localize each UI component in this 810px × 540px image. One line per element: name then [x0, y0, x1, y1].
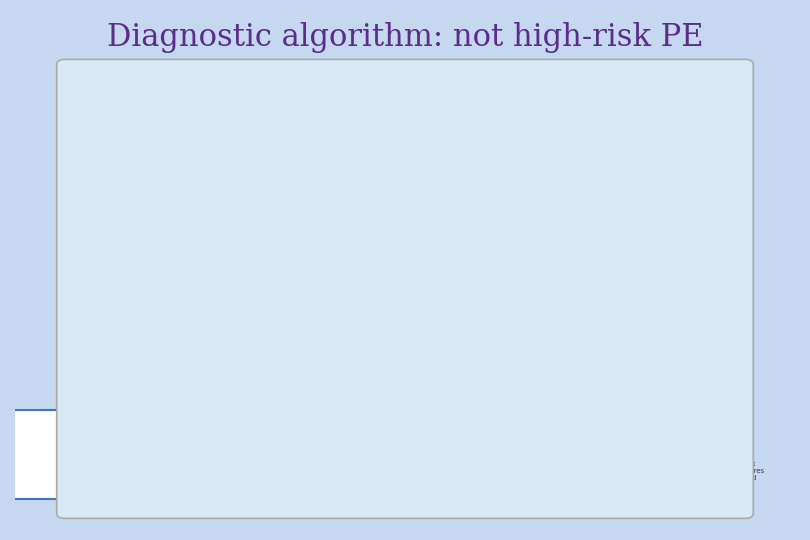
Text: Low/intermediate clinical probability
or PE unlikely: Low/intermediate clinical probability or… [110, 196, 263, 215]
Text: negative: negative [75, 297, 112, 306]
Text: CT angiography: CT angiography [151, 331, 223, 340]
Text: no PE: no PE [452, 381, 475, 390]
Text: CT angiography: CT angiography [509, 331, 581, 340]
FancyBboxPatch shape [0, 410, 212, 499]
Text: PE confirmedᶜ: PE confirmedᶜ [590, 381, 649, 390]
Text: No treatmentᵇ
or investigate furtherᵈ: No treatmentᵇ or investigate furtherᵈ [402, 448, 526, 470]
Text: D-dimer: D-dimer [168, 240, 205, 249]
FancyBboxPatch shape [124, 61, 561, 141]
FancyBboxPatch shape [512, 410, 727, 499]
Text: Treatmentᵃ: Treatmentᵃ [246, 449, 307, 460]
Text: PE confirmedᶜ: PE confirmedᶜ [247, 381, 305, 390]
Text: Hôpitaux
Universitaires
Paris-Sud: Hôpitaux Universitaires Paris-Sud [716, 460, 765, 481]
Text: Suspected PE without shock or hypotension: Suspected PE without shock or hypotensio… [213, 96, 472, 106]
FancyBboxPatch shape [169, 410, 384, 499]
Text: Treatmentᵇ: Treatmentᵇ [589, 449, 650, 460]
Text: High clinical probability
or PE likely: High clinical probability or PE likely [496, 196, 595, 215]
Text: no PE: no PE [113, 381, 136, 390]
Text: Assess clinical probability of PE
Clinical judgment or prediction ruleᵃ: Assess clinical probability of PE Clinic… [260, 144, 425, 163]
Text: positive: positive [170, 297, 203, 306]
Text: Diagnostic algorithm: not high-risk PE: Diagnostic algorithm: not high-risk PE [107, 22, 703, 53]
FancyBboxPatch shape [344, 412, 582, 505]
Text: No treatmentᵇ: No treatmentᵇ [66, 449, 144, 460]
